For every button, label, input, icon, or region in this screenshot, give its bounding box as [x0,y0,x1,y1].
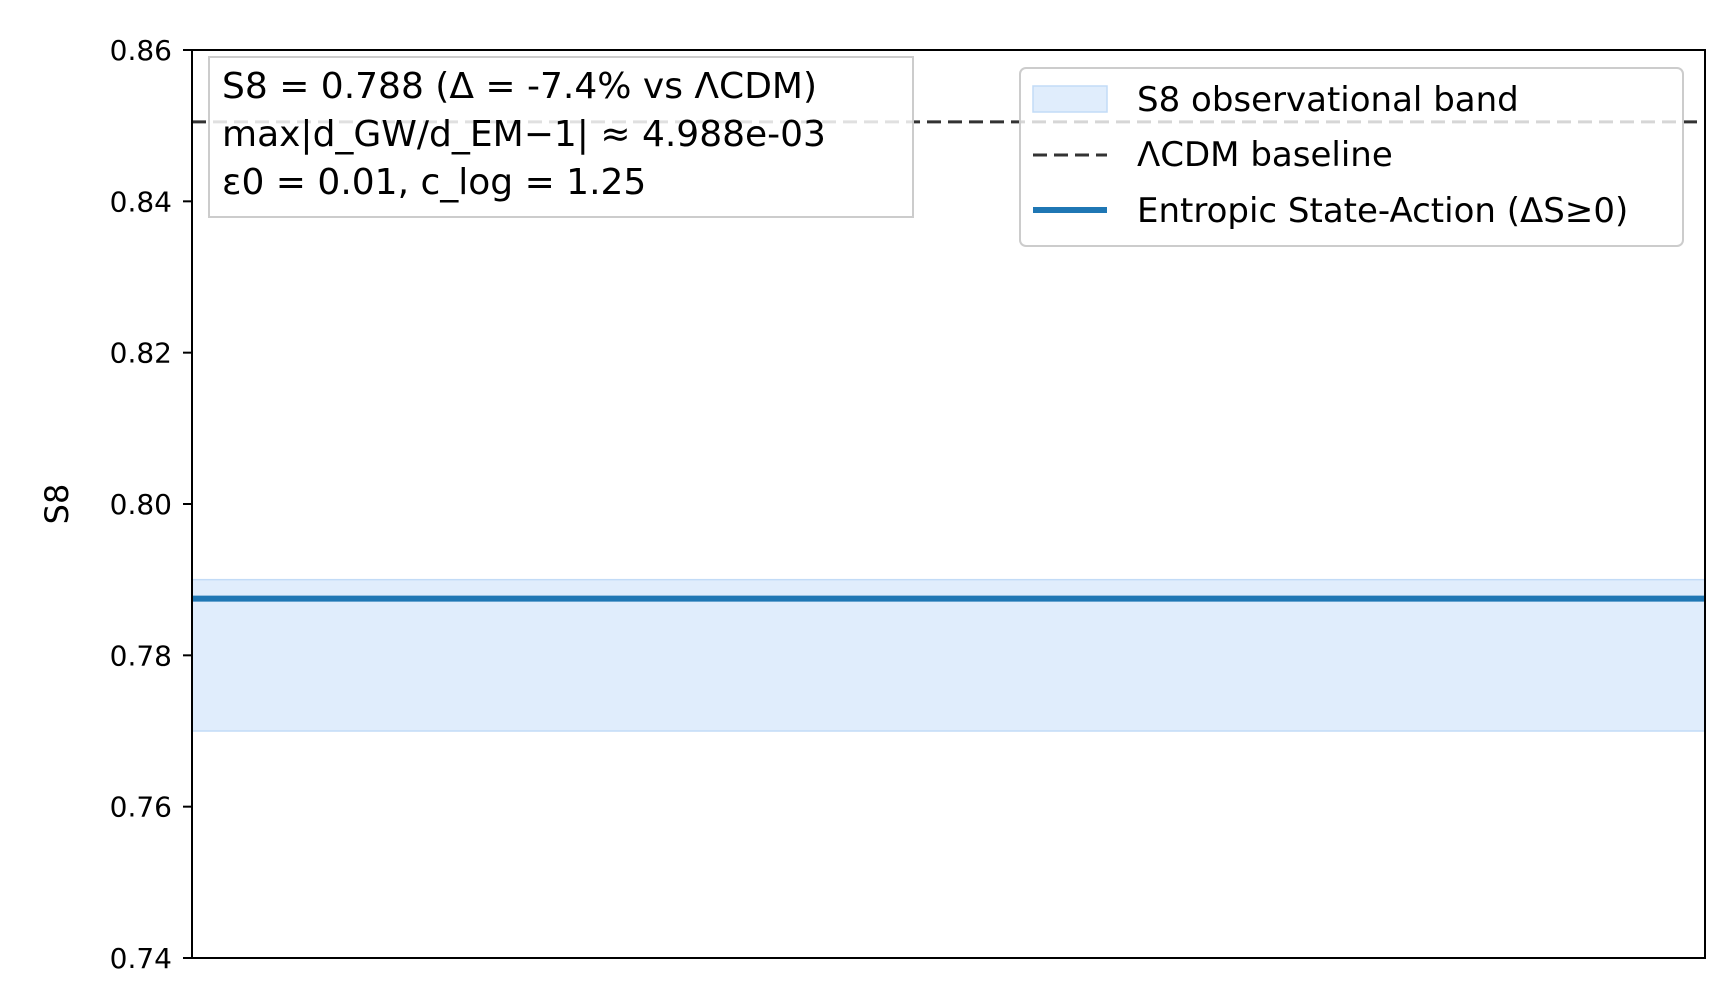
y-axis-label: S8 [38,484,76,525]
y-tick-label: 0.84 [110,185,172,218]
legend-label-band: S8 observational band [1137,80,1519,120]
legend-label-lcdm: ΛCDM baseline [1137,135,1393,175]
annotation-line: ε0 = 0.01, c_log = 1.25 [222,162,646,203]
y-tick-label: 0.82 [110,337,172,370]
y-tick-label: 0.76 [110,791,172,824]
legend-swatch-band [1032,85,1108,113]
y-tick-label: 0.80 [110,488,172,521]
s8-observational-band [191,578,1706,732]
y-tick-label: 0.78 [110,639,172,672]
annotation-line: max|d_GW/d_EM−1| ≈ 4.988e-03 [222,114,826,155]
y-tick-label: 0.86 [110,34,172,67]
annotation-box [208,56,914,218]
y-tick-label: 0.74 [110,942,172,975]
legend-label-entropic: Entropic State-Action (ΔS≥0) [1137,191,1628,231]
legend-box [1019,67,1684,247]
annotation-line: S8 = 0.788 (Δ = -7.4% vs ΛCDM) [222,66,817,107]
